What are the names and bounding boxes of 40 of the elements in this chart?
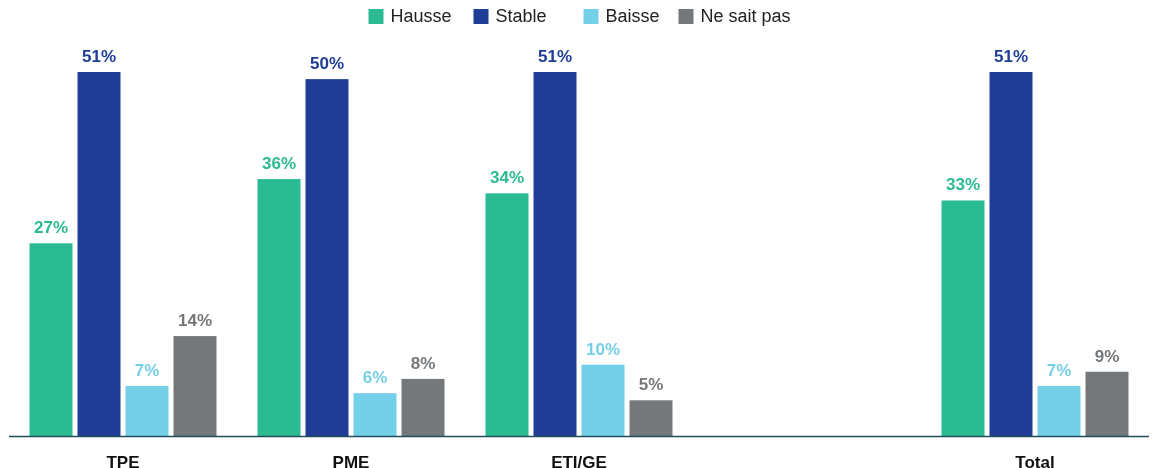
data-label: 50% [309, 54, 345, 74]
bar [533, 72, 577, 436]
bar [173, 336, 217, 436]
data-label: 33% [945, 175, 981, 195]
bar [77, 72, 121, 436]
data-label: 7% [134, 361, 160, 381]
bar [29, 243, 73, 436]
bar [257, 179, 301, 436]
data-label: 10% [585, 339, 621, 359]
data-label: 51% [537, 47, 573, 66]
x-tick-label: PME [332, 453, 370, 468]
bar [629, 400, 673, 436]
bar [1085, 371, 1129, 436]
legend-label: Baisse [605, 6, 660, 26]
data-label: 6% [362, 368, 388, 388]
bar [401, 378, 445, 436]
data-label: 51% [81, 47, 117, 66]
data-label: 9% [1094, 346, 1120, 366]
bar [989, 72, 1033, 436]
data-label: 5% [638, 375, 664, 395]
data-label: 36% [261, 154, 297, 174]
x-tick-label: TPE [106, 453, 140, 468]
data-label: 34% [489, 168, 525, 188]
bar [305, 79, 349, 436]
bar [941, 200, 985, 436]
bar [581, 364, 625, 436]
data-label: 51% [993, 47, 1029, 66]
data-label: 27% [33, 218, 69, 238]
data-label: 14% [177, 311, 213, 331]
x-tick-label: ETI/GE [551, 453, 607, 468]
x-tick-label: Total [1015, 453, 1055, 468]
legend-label: Stable [495, 6, 547, 26]
legend-label: Ne sait pas [700, 6, 791, 26]
data-label: 7% [1046, 361, 1072, 381]
bar [125, 386, 169, 436]
data-label: 8% [410, 353, 436, 373]
bar [1037, 386, 1081, 436]
bar [353, 393, 397, 436]
legend-label: Hausse [390, 6, 452, 26]
bar [485, 193, 529, 436]
